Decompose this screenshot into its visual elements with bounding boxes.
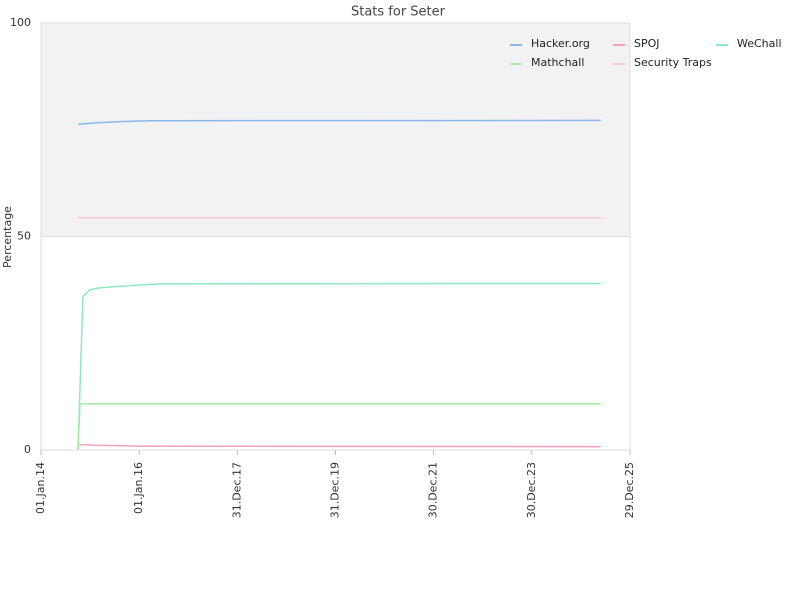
plot-band (41, 23, 630, 237)
legend-label: WeChall (737, 37, 782, 50)
x-tick-label: 29.Dec.25 (623, 462, 636, 518)
y-tick-label: 100 (10, 16, 31, 29)
plot-band (41, 236, 630, 450)
x-tick-label: 31.Dec.17 (230, 462, 243, 518)
chart-title: Stats for Seter (351, 5, 446, 20)
legend-label: Hacker.org (531, 37, 590, 50)
x-tick-label: 01.Jan.16 (132, 462, 145, 514)
y-axis-label: Percentage (1, 206, 14, 268)
legend-label: Mathchall (531, 56, 584, 69)
series-line (77, 443, 601, 448)
series-line (77, 282, 601, 451)
x-tick-label: 01.Jan.14 (34, 462, 47, 514)
x-tick-label: 30.Dec.23 (525, 462, 538, 518)
legend-label: SPOJ (634, 37, 660, 50)
series-line (77, 403, 601, 451)
y-tick-label: 50 (17, 230, 31, 243)
x-tick-label: 30.Dec.21 (427, 462, 440, 518)
legend-label: Security Traps (634, 56, 712, 69)
y-tick-label: 0 (24, 443, 31, 456)
series-line (77, 119, 601, 125)
x-tick-label: 31.Dec.19 (329, 462, 342, 518)
